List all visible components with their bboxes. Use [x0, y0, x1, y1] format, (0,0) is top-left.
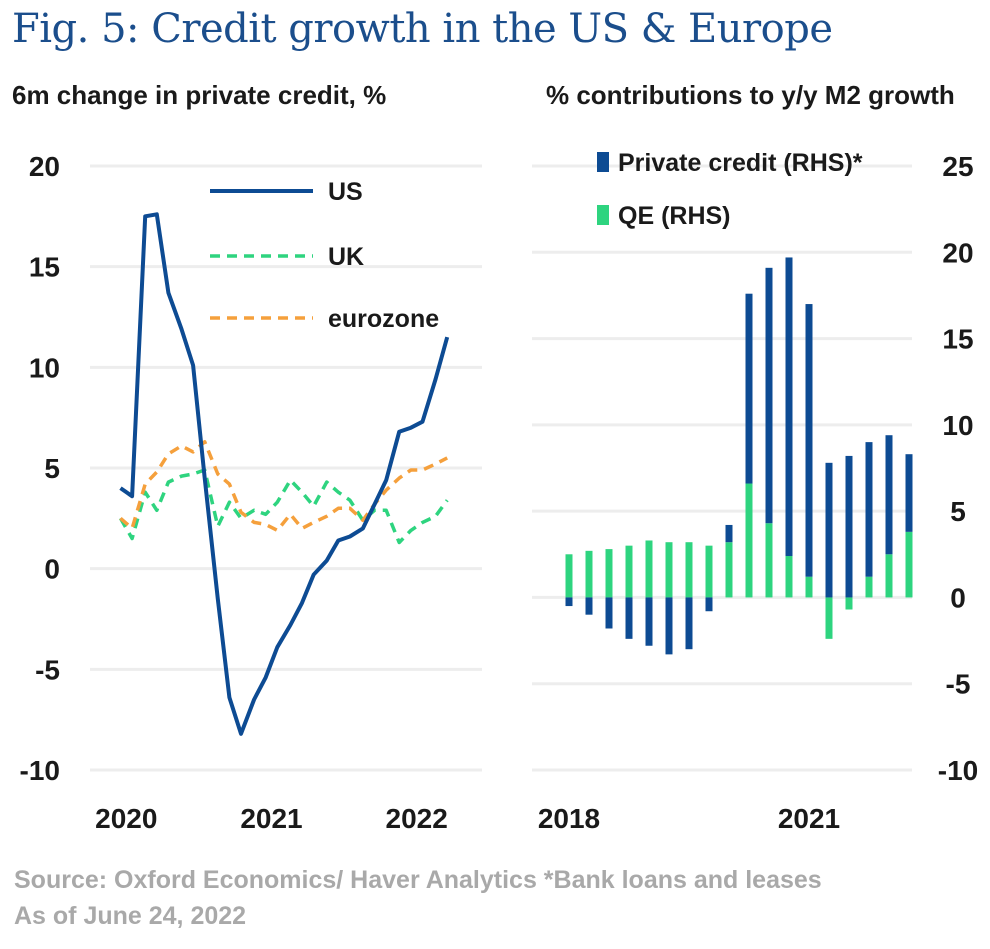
- legend-private-credit-swatch: [597, 152, 609, 172]
- legend-eurozone-label: eurozone: [328, 305, 439, 333]
- figure-title: Fig. 5: Credit growth in the US & Europe: [12, 6, 833, 52]
- left-x-tick-label: 2020: [95, 803, 157, 834]
- legend-qe-label: QE (RHS): [618, 202, 731, 230]
- left-y-tick-label: -10: [20, 755, 60, 786]
- right-bar-chart: -10 -5 0 5 10 15 20 25 2018 2021 Private credit …: [532, 149, 978, 834]
- bar-qe: [685, 542, 693, 598]
- bar-qe: [865, 576, 873, 598]
- left-y-tick-label: 10: [29, 352, 60, 383]
- bar-qe: [765, 523, 773, 598]
- source-note: Source: Oxford Economics/ Haver Analytic…: [14, 866, 822, 894]
- bar-private-credit: [865, 442, 873, 577]
- right-y-tick-label: 0: [950, 582, 966, 613]
- right-chart-title: % contributions to y/y M2 growth: [546, 80, 955, 110]
- right-y-tick-label: 20: [942, 237, 973, 268]
- bar-qe: [785, 556, 793, 598]
- right-y-tick-label: 10: [942, 410, 973, 441]
- left-y-tick-label: 0: [44, 554, 60, 585]
- left-x-tick-label: 2021: [240, 803, 302, 834]
- bar-private-credit: [625, 597, 633, 639]
- bar-qe: [585, 550, 593, 598]
- right-y-tick-label: 15: [942, 324, 973, 355]
- bar-qe: [565, 554, 573, 598]
- bar-private-credit: [765, 267, 773, 524]
- right-y-tick-label: 5: [950, 496, 966, 527]
- legend-uk-label: UK: [328, 243, 364, 271]
- bar-qe: [705, 545, 713, 598]
- legend-qe-swatch: [597, 205, 609, 225]
- left-y-tick-label: 15: [29, 252, 60, 283]
- series-line-us: [119, 212, 450, 736]
- legend-private-credit-label: Private credit (RHS)*: [618, 149, 863, 177]
- left-y-tick-label: -5: [35, 654, 60, 685]
- bar-qe: [745, 483, 753, 598]
- bar-qe: [665, 542, 673, 598]
- date-note: As of June 24, 2022: [14, 902, 247, 930]
- bar-private-credit: [845, 455, 853, 598]
- series-line-uk: [118, 468, 449, 545]
- bar-qe: [625, 545, 633, 598]
- bar-private-credit: [885, 435, 893, 555]
- right-y-tick-label: 25: [942, 151, 973, 182]
- bar-private-credit: [565, 597, 573, 607]
- left-line-chart: -10 -5 0 5 10 15 20 2020 2021 2022 US UK eurozon…: [20, 151, 482, 834]
- bar-private-credit: [665, 597, 673, 655]
- series-line-eurozone: [119, 440, 449, 533]
- right-legend: Private credit (RHS)* QE (RHS): [597, 149, 863, 230]
- right-x-tick-label: 2018: [538, 803, 600, 834]
- bar-private-credit: [705, 597, 713, 612]
- bar-qe: [725, 542, 733, 598]
- bar-private-credit: [685, 597, 693, 650]
- bar-private-credit: [805, 304, 813, 577]
- bar-qe: [605, 549, 613, 598]
- bar-qe: [805, 576, 813, 598]
- legend-us-label: US: [328, 178, 363, 206]
- bar-qe: [845, 597, 853, 610]
- footer: Source: Oxford Economics/ Haver Analytic…: [14, 862, 822, 934]
- bar-private-credit: [905, 454, 913, 532]
- bar-private-credit: [605, 597, 613, 629]
- left-y-tick-label: 20: [29, 151, 60, 182]
- bar-qe: [905, 531, 913, 598]
- right-y-tick-label: -5: [946, 669, 971, 700]
- bar-private-credit: [745, 293, 753, 484]
- bar-qe: [825, 597, 833, 639]
- bar-private-credit: [725, 524, 733, 543]
- bar-private-credit: [585, 597, 593, 615]
- left-chart-title: 6m change in private credit, %: [12, 80, 387, 110]
- bar-qe: [885, 554, 893, 598]
- bar-private-credit: [825, 462, 833, 598]
- left-y-tick-label: 5: [44, 453, 60, 484]
- right-x-tick-label: 2021: [778, 803, 840, 834]
- left-x-tick-label: 2022: [386, 803, 448, 834]
- bar-private-credit: [645, 597, 653, 646]
- right-y-tick-label: -10: [938, 755, 978, 786]
- bar-qe: [645, 540, 653, 598]
- bar-private-credit: [785, 257, 793, 557]
- left-legend: US UK eurozone: [210, 178, 439, 333]
